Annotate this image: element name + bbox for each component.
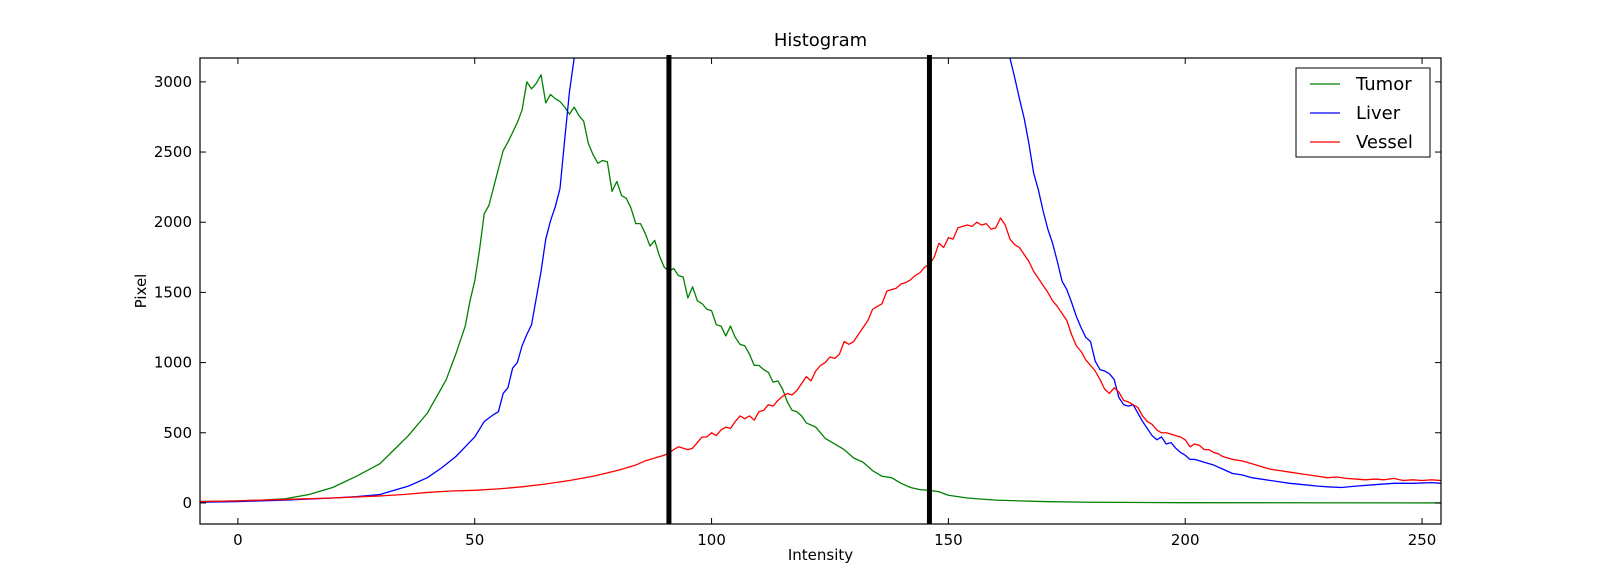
y-tick-label: 0 xyxy=(182,494,192,512)
series-line-liver xyxy=(200,58,1441,503)
threshold-lines xyxy=(666,55,932,524)
y-tick-label: 3000 xyxy=(154,73,192,91)
legend-label-vessel: Vessel xyxy=(1356,132,1413,153)
x-tick-label: 100 xyxy=(697,531,726,549)
y-axis-label: Pixel xyxy=(132,274,150,309)
y-tick-label: 2000 xyxy=(154,213,192,231)
y-tick-label: 2500 xyxy=(154,143,192,161)
legend-label-tumor: Tumor xyxy=(1355,74,1412,95)
y-tick-label: 1500 xyxy=(154,283,192,301)
series-line-tumor xyxy=(200,74,1441,504)
series-layer xyxy=(200,58,1441,504)
x-tick-label: 150 xyxy=(934,531,963,549)
legend-label-liver: Liver xyxy=(1356,103,1401,124)
legend: Tumor Liver Vessel xyxy=(1295,67,1431,158)
y-tick-label: 1000 xyxy=(154,354,192,372)
x-tick-label: 50 xyxy=(465,531,484,549)
x-tick-label: 0 xyxy=(233,531,243,549)
series-line-vessel xyxy=(200,217,1441,503)
x-axis-label: Intensity xyxy=(788,546,853,564)
chart-title: Histogram xyxy=(774,30,867,51)
x-tick-label: 200 xyxy=(1171,531,1200,549)
y-tick-label: 500 xyxy=(163,424,192,442)
x-tick-label: 250 xyxy=(1408,531,1437,549)
plot-frame xyxy=(199,57,1442,525)
